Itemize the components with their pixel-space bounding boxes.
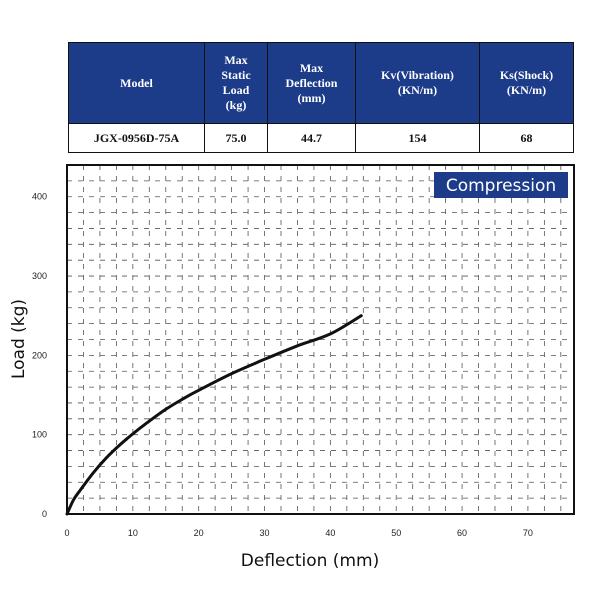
y-tick-label: 300 [32, 271, 47, 281]
legend-box [434, 172, 568, 198]
y-tick-label: 400 [32, 192, 47, 202]
x-tick-label: 70 [523, 528, 533, 538]
x-tick-label: 60 [457, 528, 467, 538]
legend-label: Compression [446, 176, 556, 196]
header-max-deflection: Max Deflection (mm) [267, 42, 356, 124]
header-line: (KN/m) [397, 83, 438, 97]
y-axis-title: Load (kg) [9, 299, 29, 379]
grid [67, 165, 574, 514]
x-tick-label: 10 [128, 528, 138, 538]
header-line: Model [120, 75, 153, 90]
y-tick-label: 200 [32, 350, 47, 360]
spec-header-row: Model Max Static Load (kg) Max Deflectio… [68, 42, 574, 124]
compression-curve [65, 314, 363, 516]
header-line: Static [221, 68, 251, 82]
spec-table: Model Max Static Load (kg) Max Deflectio… [68, 42, 574, 153]
cell-max-deflection: 44.7 [267, 123, 356, 153]
cell-kv: 154 [355, 123, 480, 153]
y-tick-label: 0 [42, 509, 47, 519]
x-tick-label: 50 [391, 528, 401, 538]
header-line: Max [224, 53, 248, 67]
header-line: Kv(Vibration) [381, 68, 454, 82]
cell-max-static-load: 75.0 [204, 123, 268, 153]
plot-frame [66, 164, 575, 515]
header-ks: Ks(Shock) (KN/m) [479, 42, 574, 124]
x-tick-label: 40 [325, 528, 335, 538]
header-line: Ks(Shock) [499, 68, 554, 82]
x-axis-title: Deflection (mm) [241, 551, 379, 571]
cell-ks: 68 [479, 123, 574, 153]
spec-data-row: JGX-0956D-75A 75.0 44.7 154 68 [68, 123, 574, 153]
x-tick-label: 30 [260, 528, 270, 538]
y-tick-label: 100 [32, 430, 47, 440]
header-line: (KN/m) [506, 83, 547, 97]
header-line: Max [299, 60, 324, 75]
header-model: Model [68, 42, 205, 124]
header-line: (kg) [225, 98, 247, 112]
series [65, 314, 363, 516]
legend: Compression [434, 172, 568, 198]
x-tick-label: 20 [194, 528, 204, 538]
tick-labels: 0 10 20 30 40 50 60 70 0 100 200 300 400 [32, 192, 533, 538]
x-tick-label: 0 [64, 528, 69, 538]
header-line: Load [222, 83, 250, 97]
header-line: Deflection [285, 75, 338, 90]
header-line: (mm) [297, 90, 326, 105]
